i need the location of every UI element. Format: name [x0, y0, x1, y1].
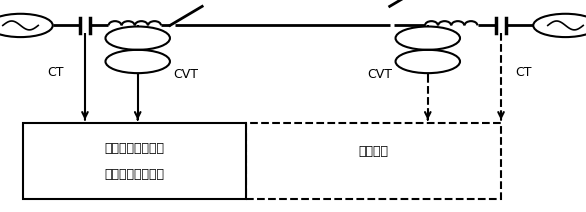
Text: CVT: CVT: [173, 68, 198, 81]
Bar: [246, 123, 501, 199]
Text: CT: CT: [47, 66, 64, 79]
Bar: [23, 123, 246, 199]
Text: CVT: CVT: [367, 68, 393, 81]
Text: 光纤通讯: 光纤通讯: [359, 145, 389, 158]
Text: CT: CT: [516, 66, 532, 79]
Text: 输电线路保护装置: 输电线路保护装置: [105, 168, 165, 181]
Text: 应用本发明方法的: 应用本发明方法的: [105, 142, 165, 155]
